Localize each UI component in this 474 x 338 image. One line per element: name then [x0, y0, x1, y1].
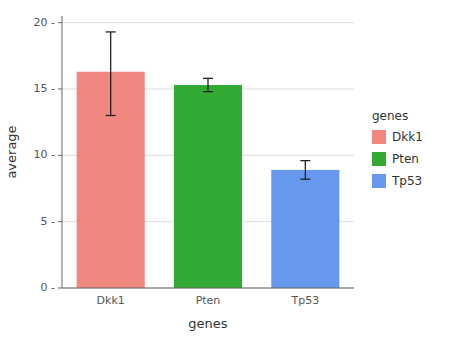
- y-axis-line: [62, 16, 63, 288]
- bar: [271, 170, 339, 288]
- chart-svg: 0 - 5 - 10 - 15 - 20 - Dkk1 Pten Tp53 genes avera…: [0, 0, 474, 338]
- error-line: [305, 161, 306, 170]
- grid-line: [62, 288, 354, 289]
- x-ticks: Dkk1 Pten Tp53: [97, 294, 320, 307]
- error-bar-lower: [300, 170, 310, 179]
- tick-label: Dkk1: [97, 294, 125, 307]
- tick-mark: [58, 88, 62, 89]
- error-bar-upper: [203, 78, 213, 85]
- tick-mark: [58, 22, 62, 23]
- error-bar-lower: [203, 85, 213, 92]
- bar: [174, 85, 242, 288]
- tick-label: 20 -: [34, 16, 55, 29]
- tick-label: 10 -: [34, 148, 55, 161]
- error-bar-lower: [106, 72, 116, 116]
- error-bar-upper: [106, 32, 116, 72]
- tick-label: Pten: [196, 294, 221, 307]
- legend-label: Dkk1: [392, 130, 423, 144]
- x-axis-line: [62, 288, 354, 289]
- legend: genes Dkk1 Pten Tp53: [372, 109, 423, 188]
- legend-swatch: [372, 174, 386, 188]
- page: {"chart_data": {"type": "bar", "categori…: [0, 0, 474, 338]
- legend-swatch: [372, 130, 386, 144]
- tick-label: 5 -: [41, 215, 55, 228]
- error-line: [207, 85, 208, 92]
- grid: [62, 23, 354, 288]
- legend-label: Pten: [392, 152, 419, 166]
- grid-line: [62, 22, 354, 23]
- error-cap: [300, 160, 310, 161]
- error-line: [305, 170, 306, 179]
- tick-label: 15 -: [34, 82, 55, 95]
- y-ticks: 0 - 5 - 10 - 15 - 20 -: [34, 16, 62, 294]
- error-cap: [106, 115, 116, 116]
- x-axis-label: genes: [188, 316, 227, 331]
- error-cap: [300, 179, 310, 180]
- tick-label: Tp53: [290, 294, 319, 307]
- error-cap: [106, 31, 116, 32]
- legend-swatch: [372, 152, 386, 166]
- legend-label: Tp53: [391, 174, 422, 188]
- marks: [77, 32, 340, 288]
- tick-mark: [58, 288, 62, 289]
- bar: [77, 72, 145, 288]
- error-cap: [203, 91, 213, 92]
- error-bar-upper: [300, 161, 310, 170]
- legend-title: genes: [372, 109, 408, 123]
- error-line: [207, 78, 208, 85]
- tick-mark: [58, 155, 62, 156]
- chart-container: 0 - 5 - 10 - 15 - 20 - Dkk1 Pten Tp53 genes avera…: [0, 0, 474, 338]
- error-line: [110, 32, 111, 72]
- tick-label: 0 -: [41, 281, 55, 294]
- error-line: [110, 72, 111, 116]
- error-cap: [203, 78, 213, 79]
- tick-mark: [58, 221, 62, 222]
- y-axis-label: average: [4, 125, 19, 178]
